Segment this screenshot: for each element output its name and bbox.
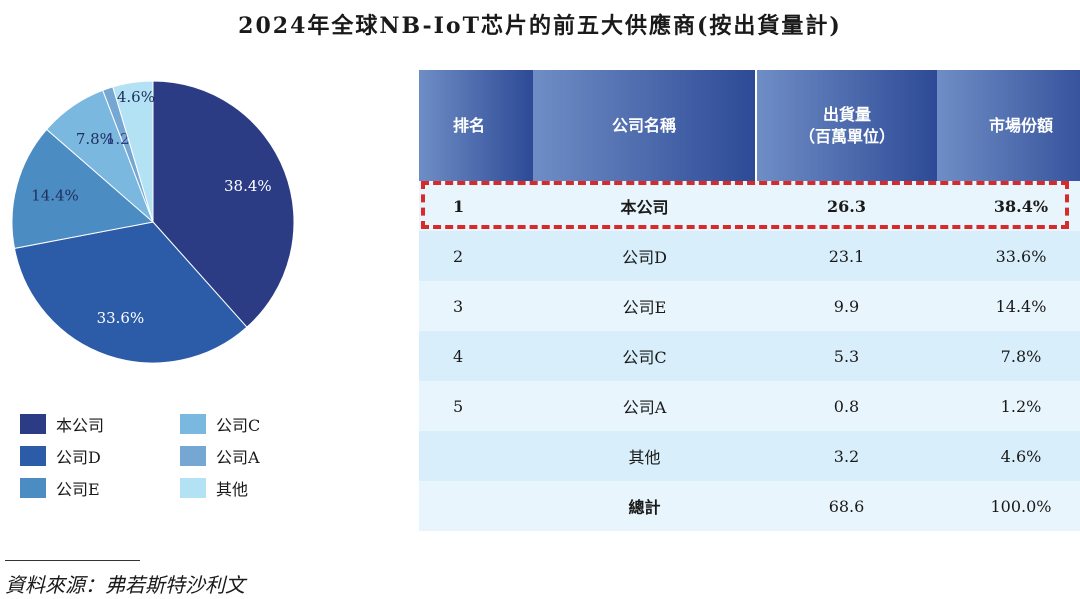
- cell-rank: [419, 431, 533, 481]
- legend-item: 公司D: [20, 444, 101, 468]
- pie-slice: [152, 80, 295, 328]
- cell-rank: [419, 481, 533, 531]
- legend-swatch: [20, 414, 46, 434]
- cell-rank: 2: [419, 231, 533, 281]
- cell-company: 公司D: [533, 231, 756, 281]
- header-company: 公司名稱: [533, 70, 756, 181]
- pie-slice: [11, 128, 155, 250]
- header-rank: 排名: [419, 70, 533, 181]
- cell-share: 7.8%: [937, 331, 1080, 381]
- legend-swatch: [180, 478, 206, 498]
- legend-label: 公司A: [216, 448, 260, 467]
- chart-title: 2024年全球NB-IoT芯片的前五大供應商(按出貨量計): [238, 13, 842, 39]
- header-shipment: 出貨量 （百萬單位）: [755, 70, 937, 181]
- pie-slice-label: 4.6%: [117, 88, 155, 106]
- source-divider: [5, 560, 140, 561]
- table-row: 1 本公司 26.3 38.4%: [419, 181, 1080, 231]
- pie-slice-label: 38.4%: [224, 177, 272, 195]
- pie-chart: 38.4%33.6%14.4%7.8%1.2%4.6%: [11, 80, 295, 364]
- pie-slice: [13, 221, 248, 364]
- pie-slice-label: 33.6%: [97, 309, 145, 327]
- cell-share: 38.4%: [937, 181, 1080, 231]
- legend: 本公司 公司D 公司E 公司C 公司A 其他: [20, 412, 340, 512]
- legend-label: 本公司: [56, 416, 105, 435]
- cell-company: 公司E: [533, 281, 756, 331]
- pie-slice-label: 7.8%: [76, 130, 114, 148]
- table-row: 總計 68.6 100.0%: [419, 481, 1080, 531]
- cell-shipment: 23.1: [756, 231, 937, 281]
- legend-swatch: [20, 478, 46, 498]
- legend-item: 本公司: [20, 412, 104, 436]
- table-header-row: 排名 公司名稱 出貨量 （百萬單位） 市場份額: [419, 70, 1080, 181]
- legend-swatch: [180, 446, 206, 466]
- cell-shipment: 68.6: [756, 481, 937, 531]
- cell-rank: 4: [419, 331, 533, 381]
- pie-slice: [112, 80, 154, 223]
- cell-rank: 5: [419, 381, 533, 431]
- cell-rank: 3: [419, 281, 533, 331]
- cell-company: 總計: [533, 481, 756, 531]
- cell-rank: 1: [419, 181, 533, 231]
- legend-item: 公司C: [180, 412, 260, 436]
- cell-share: 4.6%: [937, 431, 1080, 481]
- legend-swatch: [180, 414, 206, 434]
- legend-item: 公司A: [180, 444, 260, 468]
- cell-shipment: 26.3: [756, 181, 937, 231]
- cell-company: 其他: [533, 431, 756, 481]
- cell-share: 100.0%: [937, 481, 1080, 531]
- legend-label: 其他: [216, 480, 249, 499]
- header-share: 市場份額: [937, 70, 1080, 181]
- cell-company: 公司A: [533, 381, 756, 431]
- table-row: 3 公司E 9.9 14.4%: [419, 281, 1080, 331]
- table-row: 4 公司C 5.3 7.8%: [419, 331, 1080, 381]
- cell-share: 33.6%: [937, 231, 1080, 281]
- legend-label: 公司E: [56, 480, 100, 499]
- legend-item: 其他: [180, 476, 248, 500]
- cell-company: 公司C: [533, 331, 756, 381]
- header-shipment-line1: 出貨量: [822, 104, 871, 124]
- cell-shipment: 0.8: [756, 381, 937, 431]
- legend-swatch: [20, 446, 46, 466]
- cell-shipment: 3.2: [756, 431, 937, 481]
- table-row: 2 公司D 23.1 33.6%: [419, 231, 1080, 281]
- legend-item: 公司E: [20, 476, 100, 500]
- legend-label: 公司C: [216, 416, 261, 435]
- source-note: 資料來源：弗若斯特沙利文: [5, 573, 245, 597]
- cell-shipment: 5.3: [756, 331, 937, 381]
- header-shipment-line2: （百萬單位）: [798, 126, 895, 146]
- cell-company: 本公司: [533, 181, 756, 231]
- legend-label: 公司D: [56, 448, 101, 467]
- supplier-table: 排名 公司名稱 出貨量 （百萬單位） 市場份額 1 本公司 26.3 38.4%…: [419, 70, 1080, 531]
- table-row: 其他 3.2 4.6%: [419, 431, 1080, 481]
- highlight-box: [421, 181, 1069, 229]
- pie-slice-label: 14.4%: [31, 187, 79, 205]
- table-row: 5 公司A 0.8 1.2%: [419, 381, 1080, 431]
- cell-shipment: 9.9: [756, 281, 937, 331]
- cell-share: 14.4%: [937, 281, 1080, 331]
- cell-share: 1.2%: [937, 381, 1080, 431]
